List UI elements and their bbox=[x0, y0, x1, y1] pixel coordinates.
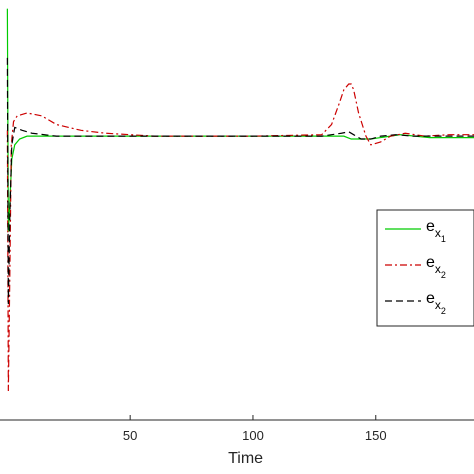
legend-label-1: ex1 bbox=[426, 218, 446, 244]
legend-label-2: ex2 bbox=[426, 254, 446, 280]
series-line-3 bbox=[6, 57, 474, 305]
legend-label-3: ex2 bbox=[426, 290, 446, 316]
series-layer bbox=[6, 8, 474, 392]
legend: ex1 ex2 ex2 bbox=[376, 209, 474, 327]
series-line-1 bbox=[6, 8, 474, 232]
x-tick-label: 100 bbox=[242, 428, 264, 443]
x-ticks: 50 100 150 bbox=[123, 415, 387, 443]
series-line-2 bbox=[6, 83, 474, 392]
x-tick-label: 50 bbox=[123, 428, 137, 443]
x-tick-label: 150 bbox=[365, 428, 387, 443]
x-axis-label: Time bbox=[228, 450, 263, 467]
